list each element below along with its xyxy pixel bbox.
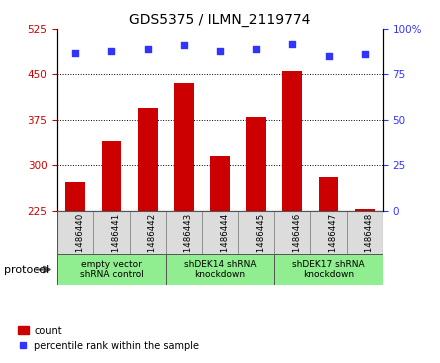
Text: empty vector
shRNA control: empty vector shRNA control: [80, 260, 143, 279]
Text: GSM1486440: GSM1486440: [75, 213, 84, 271]
Point: [361, 52, 368, 57]
Bar: [102, 141, 121, 211]
Bar: [210, 156, 230, 211]
Text: GSM1486447: GSM1486447: [329, 213, 337, 271]
Legend: count, percentile rank within the sample: count, percentile rank within the sample: [14, 322, 203, 355]
Point: [325, 53, 332, 59]
Text: GSM1486441: GSM1486441: [111, 213, 121, 271]
Bar: [274, 211, 311, 283]
Text: GSM1486446: GSM1486446: [292, 213, 301, 271]
Point: [216, 48, 224, 54]
Point: [253, 46, 260, 52]
Bar: [166, 211, 202, 283]
Point: [180, 42, 187, 48]
Bar: [138, 108, 158, 211]
Title: GDS5375 / ILMN_2119774: GDS5375 / ILMN_2119774: [129, 13, 311, 26]
Bar: [93, 211, 129, 283]
Bar: [319, 177, 338, 211]
Bar: [238, 211, 274, 283]
Point: [72, 50, 79, 56]
Bar: [66, 182, 85, 211]
Text: GSM1486442: GSM1486442: [148, 213, 157, 271]
Point: [108, 48, 115, 54]
Bar: [166, 254, 274, 285]
Point: [144, 46, 151, 52]
Bar: [57, 211, 93, 283]
Text: GSM1486444: GSM1486444: [220, 213, 229, 271]
Bar: [246, 117, 266, 211]
Bar: [274, 254, 383, 285]
Text: GSM1486443: GSM1486443: [184, 213, 193, 271]
Point: [289, 41, 296, 46]
Bar: [57, 254, 166, 285]
Bar: [347, 211, 383, 283]
Text: shDEK17 shRNA
knockdown: shDEK17 shRNA knockdown: [292, 260, 365, 279]
Text: shDEK14 shRNA
knockdown: shDEK14 shRNA knockdown: [184, 260, 256, 279]
Text: protocol: protocol: [4, 265, 50, 274]
Bar: [202, 211, 238, 283]
Bar: [174, 83, 194, 211]
Bar: [355, 209, 375, 211]
Bar: [311, 211, 347, 283]
Bar: [282, 72, 302, 211]
Text: GSM1486448: GSM1486448: [365, 213, 374, 271]
Bar: [129, 211, 166, 283]
Text: GSM1486445: GSM1486445: [256, 213, 265, 271]
